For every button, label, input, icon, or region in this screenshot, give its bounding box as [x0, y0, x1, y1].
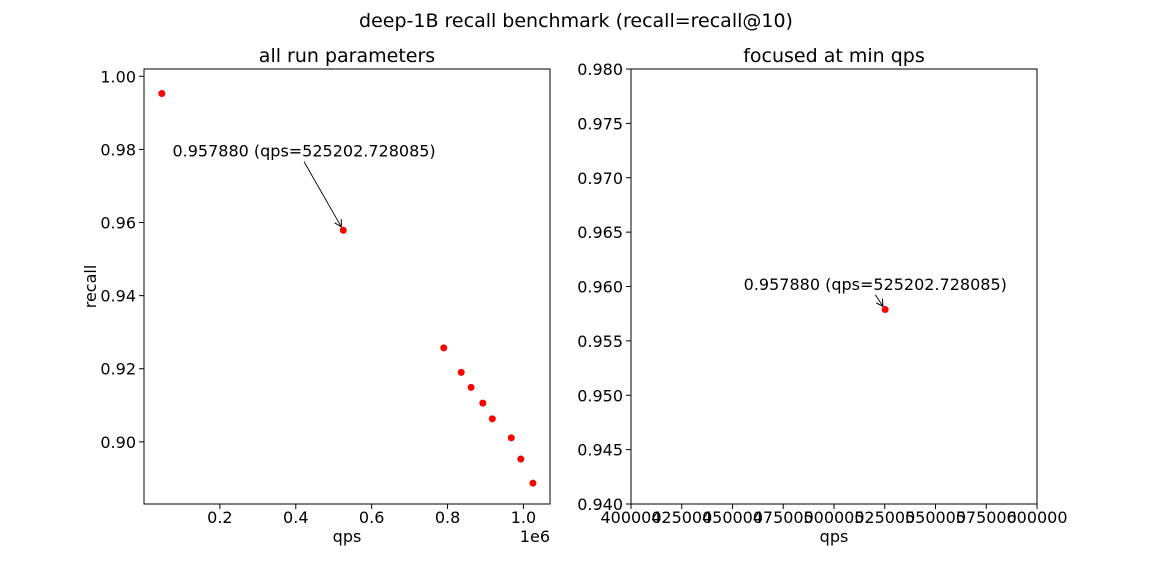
- chart-1-y-axis-label: recall: [81, 265, 100, 309]
- chart-2-x-tick-label: 500000: [803, 508, 864, 527]
- chart-2-x-tick-label: 450000: [702, 508, 763, 527]
- chart-2-y-tick-label: 0.940: [577, 495, 623, 514]
- chart-2-title: focused at min qps: [743, 45, 925, 67]
- chart-2-y-tick-label: 0.945: [577, 441, 623, 460]
- chart-1-y-tick-label: 0.96: [100, 214, 136, 233]
- chart-2-x-tick-label: 525000: [854, 508, 915, 527]
- chart-1: all run parameters 0.2 0.4 0.6 0.8 1.0 0.90 0.9…: [81, 45, 551, 546]
- chart-1-y-tick-label: 0.92: [100, 360, 136, 379]
- chart-1-point: [479, 399, 487, 407]
- chart-1-y-tick-label: 1.00: [100, 67, 136, 86]
- chart-2-x-tick-label: 600000: [1006, 508, 1067, 527]
- chart-1-y-tick-label: 0.90: [100, 433, 136, 452]
- figure-suptitle: deep-1B recall benchmark (recall=recall@…: [359, 10, 793, 32]
- chart-1-point: [158, 89, 166, 97]
- chart-1-y-tick-label: 0.98: [100, 140, 136, 159]
- chart-2-y-tick-label: 0.980: [577, 60, 623, 79]
- chart-1-point: [440, 344, 448, 352]
- chart-1-x-tick-label: 1.0: [511, 508, 536, 527]
- chart-1-point: [517, 455, 525, 463]
- chart-1-point: [457, 368, 465, 376]
- chart-2-y-tick-label: 0.955: [577, 332, 623, 351]
- chart-2-y-tick-label: 0.970: [577, 169, 623, 188]
- chart-1-point: [507, 434, 515, 442]
- chart-1-point: [467, 383, 475, 391]
- chart-2-x-axis-label: qps: [820, 527, 849, 546]
- chart-2-point: [881, 306, 889, 314]
- chart-1-point: [488, 415, 496, 423]
- chart-1-x-tick-label: 0.6: [359, 508, 384, 527]
- chart-1-x-axis-label: qps: [333, 527, 362, 546]
- chart-2-y-tick-label: 0.950: [577, 386, 623, 405]
- chart-2-x-tick-label: 400000: [600, 508, 661, 527]
- chart-2: focused at min qps 4000004250004500004750…: [577, 45, 1067, 546]
- chart-1-point: [529, 479, 537, 487]
- chart-1-annotation-text: 0.957880 (qps=525202.728085): [172, 142, 435, 161]
- chart-1-x-tick-label: 0.4: [283, 508, 308, 527]
- chart-1-x-offset-label: 1e6: [520, 527, 550, 546]
- chart-1-point: [339, 226, 347, 234]
- chart-2-x-tick-label: 475000: [753, 508, 814, 527]
- chart-2-y-tick-label: 0.975: [577, 114, 623, 133]
- chart-2-x-tick-label: 425000: [651, 508, 712, 527]
- chart-1-title: all run parameters: [259, 45, 435, 67]
- chart-2-y-tick-label: 0.960: [577, 278, 623, 297]
- chart-1-y-tick-label: 0.94: [100, 287, 136, 306]
- chart-2-x-tick-label: 575000: [956, 508, 1017, 527]
- chart-2-y-tick-label: 0.965: [577, 223, 623, 242]
- chart-1-frame: [143, 68, 551, 505]
- chart-1-annotation-arrow: [303, 161, 341, 227]
- chart-1-x-tick-label: 0.2: [207, 508, 232, 527]
- chart-2-annotation-text: 0.957880 (qps=525202.728085): [744, 275, 1007, 294]
- chart-2-x-tick-label: 550000: [905, 508, 966, 527]
- chart-1-x-tick-label: 0.8: [435, 508, 460, 527]
- chart-2-annotation-arrow: [874, 294, 883, 306]
